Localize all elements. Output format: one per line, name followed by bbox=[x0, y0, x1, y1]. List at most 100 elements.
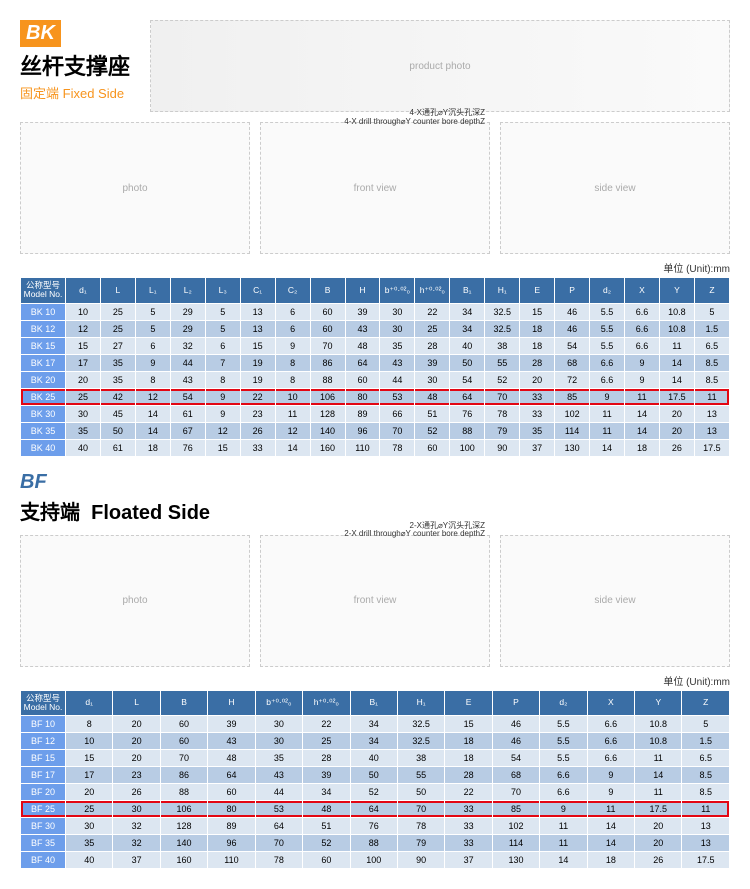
cell: 11 bbox=[590, 405, 625, 422]
bk-side-view: side view bbox=[500, 122, 730, 254]
cell: 13 bbox=[682, 818, 730, 835]
cell: 17.5 bbox=[694, 439, 729, 456]
col-header: C₂ bbox=[275, 278, 310, 304]
cell: 26 bbox=[659, 439, 694, 456]
cell: 6.6 bbox=[590, 354, 625, 371]
cell: 30 bbox=[255, 716, 302, 733]
bk-title-cn: 丝杆支撑座 bbox=[20, 49, 130, 81]
table-row: BK 1212255295136604330253432.518465.56.6… bbox=[21, 320, 730, 337]
cell: 14 bbox=[275, 439, 310, 456]
cell: 6.6 bbox=[587, 750, 634, 767]
cell: 11 bbox=[587, 801, 634, 818]
cell: 70 bbox=[255, 835, 302, 852]
cell: 10 bbox=[66, 303, 101, 320]
cell: 32 bbox=[113, 835, 160, 852]
cell: 28 bbox=[415, 337, 450, 354]
cell: 11 bbox=[694, 388, 729, 405]
cell: 28 bbox=[445, 767, 492, 784]
cell: 5.5 bbox=[540, 716, 587, 733]
col-header: H bbox=[208, 690, 255, 716]
cell: 43 bbox=[380, 354, 415, 371]
cell: 30 bbox=[380, 303, 415, 320]
cell: 5 bbox=[694, 303, 729, 320]
cell: 5.5 bbox=[540, 733, 587, 750]
cell: 100 bbox=[350, 852, 397, 869]
col-header: Z bbox=[694, 278, 729, 304]
cell: 40 bbox=[66, 439, 101, 456]
bf-header: BF 支持端 Floated Side bbox=[20, 471, 730, 525]
cell: 48 bbox=[303, 801, 350, 818]
cell: 9 bbox=[135, 354, 170, 371]
cell: 9 bbox=[205, 405, 240, 422]
cell: 20 bbox=[659, 405, 694, 422]
table-row: BF 35353214096705288793311411142013 bbox=[21, 835, 730, 852]
table-row: BF 2525301068053486470338591117.511 bbox=[21, 801, 730, 818]
cell: 13 bbox=[694, 405, 729, 422]
cell: 15 bbox=[520, 303, 555, 320]
cell: 43 bbox=[345, 320, 380, 337]
col-header: d₁ bbox=[66, 690, 113, 716]
cell: 13 bbox=[240, 303, 275, 320]
cell: 39 bbox=[345, 303, 380, 320]
cell: 5.5 bbox=[590, 303, 625, 320]
cell: 33 bbox=[445, 818, 492, 835]
cell: 68 bbox=[555, 354, 590, 371]
cell: 14 bbox=[625, 405, 660, 422]
cell: 88 bbox=[310, 371, 345, 388]
cell: 9 bbox=[590, 388, 625, 405]
col-header: B₁ bbox=[450, 278, 485, 304]
cell: 55 bbox=[485, 354, 520, 371]
cell: BK 12 bbox=[21, 320, 66, 337]
cell: 35 bbox=[255, 750, 302, 767]
cell: 20 bbox=[635, 818, 682, 835]
cell: 43 bbox=[170, 371, 205, 388]
cell: 12 bbox=[135, 388, 170, 405]
cell: BK 35 bbox=[21, 422, 66, 439]
cell: 106 bbox=[310, 388, 345, 405]
cell: BK 15 bbox=[21, 337, 66, 354]
cell: 102 bbox=[555, 405, 590, 422]
cell: BK 20 bbox=[21, 371, 66, 388]
cell: 18 bbox=[445, 733, 492, 750]
cell: 80 bbox=[208, 801, 255, 818]
cell: 64 bbox=[208, 767, 255, 784]
cell: 9 bbox=[625, 354, 660, 371]
col-header: E bbox=[445, 690, 492, 716]
bf-front-view: 2-X通孔⌀Y沉头孔深Z 2-X drill through⌀Y counter… bbox=[260, 535, 490, 667]
cell: 32 bbox=[170, 337, 205, 354]
cell: 110 bbox=[208, 852, 255, 869]
cell: 11 bbox=[635, 750, 682, 767]
cell: 25 bbox=[415, 320, 450, 337]
cell: 37 bbox=[445, 852, 492, 869]
table-row: BK 171735944719886644339505528686.69148.… bbox=[21, 354, 730, 371]
table-row: BF 20202688604434525022706.69118.5 bbox=[21, 784, 730, 801]
cell: 9 bbox=[587, 767, 634, 784]
cell: BF 20 bbox=[21, 784, 66, 801]
bk-badge: BK bbox=[20, 20, 61, 47]
table-row: BK 1010255295136603930223432.515465.56.6… bbox=[21, 303, 730, 320]
cell: 37 bbox=[113, 852, 160, 869]
cell: 78 bbox=[255, 852, 302, 869]
cell: 60 bbox=[310, 320, 345, 337]
cell: 30 bbox=[255, 733, 302, 750]
cell: 35 bbox=[520, 422, 555, 439]
cell: 20 bbox=[635, 835, 682, 852]
cell: 20 bbox=[520, 371, 555, 388]
cell: 6.6 bbox=[625, 320, 660, 337]
cell: 14 bbox=[659, 371, 694, 388]
cell: 68 bbox=[492, 767, 539, 784]
cell: 114 bbox=[492, 835, 539, 852]
cell: BK 10 bbox=[21, 303, 66, 320]
cell: 33 bbox=[445, 801, 492, 818]
cell: 11 bbox=[659, 337, 694, 354]
cell: 89 bbox=[345, 405, 380, 422]
cell: 23 bbox=[240, 405, 275, 422]
cell: 60 bbox=[345, 371, 380, 388]
cell: 6.6 bbox=[587, 733, 634, 750]
cell: 26 bbox=[113, 784, 160, 801]
cell: 28 bbox=[520, 354, 555, 371]
table-row: BF 15152070483528403818545.56.6116.5 bbox=[21, 750, 730, 767]
cell: BF 25 bbox=[21, 801, 66, 818]
cell: 53 bbox=[255, 801, 302, 818]
cell: 52 bbox=[303, 835, 350, 852]
